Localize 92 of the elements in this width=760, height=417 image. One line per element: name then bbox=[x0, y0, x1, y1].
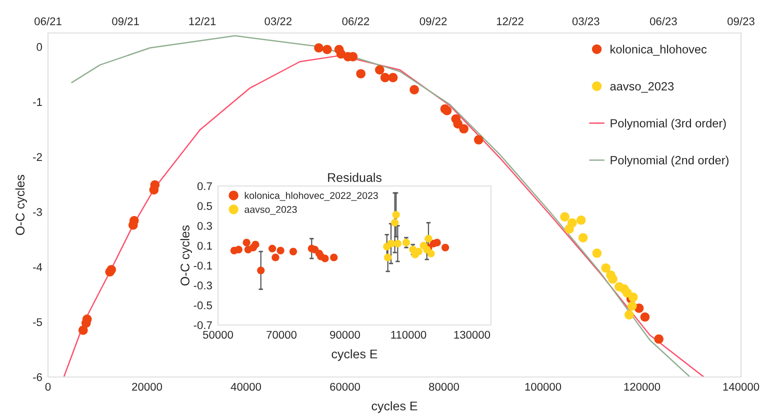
y-axis-title: O-C cycles bbox=[15, 174, 28, 235]
x-tick-label: 70000 bbox=[266, 330, 297, 339]
point bbox=[433, 238, 441, 246]
x-tick-label: 140000 bbox=[723, 382, 760, 391]
x-tick-label: 110000 bbox=[391, 330, 426, 339]
legend-label: kolonica_hlohovec bbox=[610, 44, 707, 56]
x-tick-label: 60000 bbox=[330, 382, 360, 391]
point bbox=[592, 248, 602, 258]
point bbox=[601, 263, 611, 273]
point bbox=[392, 210, 400, 219]
point bbox=[129, 216, 139, 226]
x-axis-title: cycles E bbox=[372, 401, 418, 413]
y-tick-label: -0.7 bbox=[194, 321, 212, 330]
point bbox=[78, 326, 88, 335]
y-tick-label: 0.3 bbox=[197, 222, 212, 230]
point bbox=[388, 72, 398, 82]
legend-label: kolonica_hlohovec_2022_2023 bbox=[244, 192, 378, 201]
point bbox=[321, 254, 329, 262]
point bbox=[322, 44, 332, 54]
point bbox=[402, 238, 410, 246]
y-tick-label: -0.1 bbox=[194, 262, 212, 270]
y-tick-label: 0.7 bbox=[197, 182, 212, 190]
y-tick-label: -2 bbox=[33, 153, 42, 161]
point bbox=[654, 334, 664, 344]
point bbox=[272, 254, 280, 262]
x2-tick-label: 12/22 bbox=[496, 17, 524, 26]
point bbox=[453, 119, 463, 128]
legend-label: aavso_2023 bbox=[610, 82, 674, 93]
point bbox=[608, 274, 618, 284]
x2-tick-label: 06/21 bbox=[34, 17, 62, 26]
x2-tick-label: 12/21 bbox=[189, 17, 216, 26]
x-tick-label: 0 bbox=[45, 382, 51, 391]
point bbox=[560, 212, 570, 222]
x2-tick-label: 09/21 bbox=[112, 17, 139, 26]
point bbox=[330, 254, 338, 262]
point bbox=[640, 312, 650, 322]
y-tick-label: -0.3 bbox=[194, 282, 212, 290]
x-axis-title: cycles E bbox=[332, 349, 378, 361]
point bbox=[356, 69, 366, 78]
x2-tick-label: 03/23 bbox=[572, 17, 600, 26]
x2-tick-label: 09/22 bbox=[420, 17, 447, 26]
x2-tick-label: 09/23 bbox=[728, 17, 754, 26]
point bbox=[82, 314, 92, 324]
x2-tick-label: 06/23 bbox=[650, 17, 677, 26]
x-tick-label: 50000 bbox=[202, 330, 234, 339]
y-tick-label: 0.1 bbox=[197, 242, 212, 250]
x-tick-label: 130000 bbox=[454, 330, 490, 339]
point bbox=[252, 240, 260, 248]
point bbox=[257, 266, 265, 274]
point bbox=[391, 218, 399, 227]
y-tick-label: -0.5 bbox=[194, 301, 212, 310]
y-tick-label: -4 bbox=[33, 263, 42, 271]
point bbox=[289, 248, 298, 256]
point bbox=[624, 310, 634, 320]
point bbox=[242, 238, 250, 246]
point bbox=[441, 244, 450, 252]
y-tick-label: -5 bbox=[33, 318, 42, 326]
point bbox=[576, 215, 586, 225]
point bbox=[276, 246, 284, 254]
point bbox=[394, 240, 402, 248]
y-tick-label: -1 bbox=[33, 98, 42, 106]
x-tick-label: 100000 bbox=[525, 382, 562, 391]
x2-tick-label: 06/22 bbox=[342, 17, 370, 26]
point bbox=[106, 265, 116, 274]
x-tick-label: 40000 bbox=[230, 382, 262, 391]
point bbox=[150, 180, 160, 190]
chart-title: Residuals bbox=[328, 172, 382, 182]
x-tick-label: 20000 bbox=[132, 382, 162, 391]
y-tick-label: -3 bbox=[33, 208, 42, 216]
legend-label: Polynomial (2nd order) bbox=[610, 156, 728, 167]
point bbox=[380, 72, 390, 82]
point bbox=[578, 233, 588, 242]
x-tick-label: 120000 bbox=[624, 382, 660, 391]
legend-label: aavso_2023 bbox=[244, 206, 297, 215]
x2-tick-label: 03/22 bbox=[264, 17, 292, 26]
y-tick-label: -6 bbox=[33, 373, 42, 382]
point bbox=[384, 254, 392, 262]
point bbox=[568, 218, 577, 228]
point bbox=[314, 43, 324, 53]
y-tick-label: 0 bbox=[36, 43, 42, 51]
point bbox=[459, 124, 468, 134]
point bbox=[374, 65, 384, 75]
point bbox=[234, 246, 242, 254]
y-axis-title: O-C cycles bbox=[180, 225, 192, 286]
x-tick-label: 90000 bbox=[330, 330, 360, 339]
y-tick-label: 0.5 bbox=[197, 202, 212, 210]
point bbox=[268, 244, 276, 252]
point bbox=[410, 85, 419, 94]
legend-label: Polynomial (3rd order) bbox=[610, 118, 726, 130]
point bbox=[627, 301, 637, 311]
x-tick-label: 80000 bbox=[429, 382, 460, 391]
point bbox=[474, 135, 484, 144]
